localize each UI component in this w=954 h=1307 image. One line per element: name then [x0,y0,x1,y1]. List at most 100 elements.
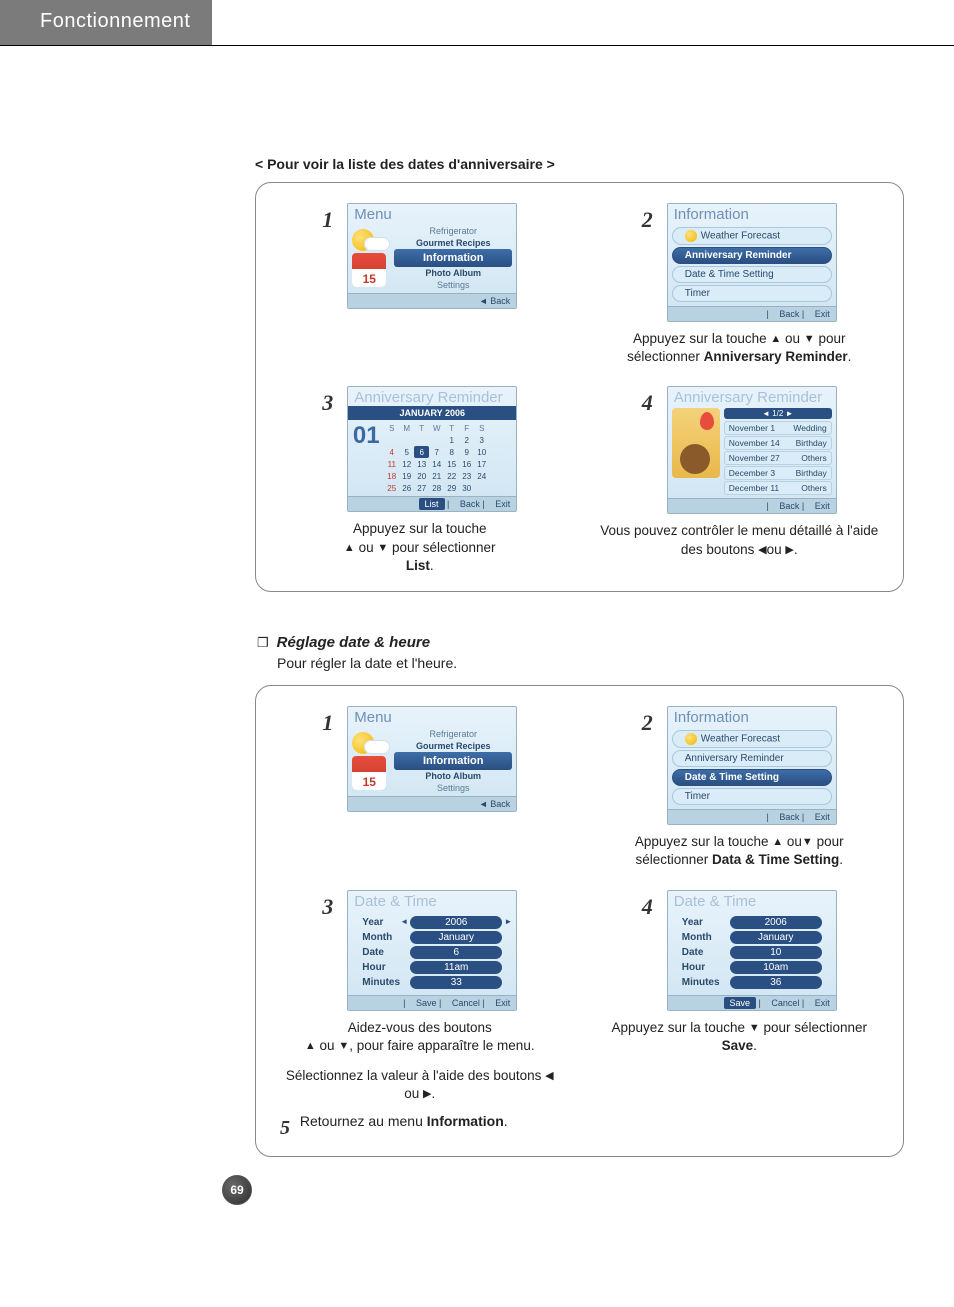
header-bar: Fonctionnement [0,0,954,46]
screen-menu: Menu 15 Refrigerator Gourmet Recipes Inf… [347,706,517,812]
calendar-grid: SMTWTFS 123 45678910 11121314151617 1819… [384,422,489,494]
down-triangle-icon: ▼ [802,835,813,850]
menu-item: Refrigerator [394,225,512,237]
up-triangle-icon: ▲ [770,332,781,347]
screen-title: Date & Time [668,891,836,910]
dt-row: Year2006 [682,916,822,929]
step-number: 1 [322,207,333,233]
list-item-selected: Anniversary Reminder [672,247,832,264]
dt-row: Date6 [362,946,502,959]
menu-item: Photo Album [394,267,512,279]
page-number-badge: 69 [222,1175,252,1205]
screen-information: Information Weather Forecast Anniversary… [667,203,837,322]
up-triangle-icon: ▲ [305,1039,316,1054]
anniversary-illustration [672,408,720,478]
dt-row: MonthJanuary [362,931,502,944]
step-number: 2 [642,207,653,233]
screen-date-time: Date & Time Year2006 MonthJanuary Date6 … [347,890,517,1011]
menu-item: Settings [394,782,512,794]
list-row: November 1Wedding [724,421,832,435]
up-triangle-icon: ▲ [344,541,355,556]
list-item: Weather Forecast [672,730,832,748]
step-4b: 4 Date & Time Year2006 MonthJanuary Date… [600,890,880,1104]
list-item: Timer [672,788,832,805]
cloud-icon [364,740,390,754]
screen-footer: Save | Cancel | Exit [668,995,836,1010]
screen-date-time: Date & Time Year2006 MonthJanuary Date10… [667,890,837,1011]
menu-item: Refrigerator [394,728,512,740]
step-caption: Appuyez sur la touche ▲ ou ▼ pour sélect… [600,330,880,366]
menu-item: Settings [394,279,512,291]
step-caption: Appuyez sur la touche ▲ ou ▼ pour sélect… [280,520,560,575]
list-item-selected: Date & Time Setting [672,769,832,786]
cloud-icon [364,237,390,251]
page-content: < Pour voir la liste des dates d'anniver… [0,46,954,1223]
screen-title: Menu [348,204,516,223]
step-number: 3 [322,894,333,920]
screen-title: Information [668,707,836,726]
screen-footer: | Back | Exit [668,809,836,824]
calendar-icon: 15 [352,253,386,287]
calendar-bignum: 01 [352,422,380,494]
screen-information: Information Weather Forecast Anniversary… [667,706,837,825]
screen-title: Anniversary Reminder [348,387,516,406]
step-2: 2 Information Weather Forecast Anniversa… [600,203,880,366]
step-number: 1 [322,710,333,736]
section2-lead: Pour régler la date et l'heure. [277,655,904,671]
step-number: 2 [642,710,653,736]
screen-footer: List | Back | Exit [348,496,516,511]
dt-row: Hour10am [682,961,822,974]
section1-heading: < Pour voir la liste des dates d'anniver… [255,156,904,172]
list-item: Anniversary Reminder [672,750,832,767]
dt-row: Date10 [682,946,822,959]
menu-item-selected: Information [394,249,512,267]
bullet-icon: ❐ [257,635,269,651]
pager: ◄ 1/2 ► [724,408,832,419]
step-caption: Aidez-vous des boutons ▲ ou ▼, pour fair… [280,1019,560,1055]
screen-footer: | Back | Exit [668,306,836,321]
screen-footer: | Back | Exit [668,498,836,513]
screen-anniversary-list: Anniversary Reminder ◄ 1/2 ► November 1W… [667,386,837,514]
list-row: November 27Others [724,451,832,465]
section1-box: 1 Menu 15 Refrigerator Gourmet Recipes [255,182,904,592]
menu-item: Gourmet Recipes [394,740,512,752]
screen-calendar: Anniversary Reminder JANUARY 2006 01 SMT… [347,386,517,512]
dt-row: MonthJanuary [682,931,822,944]
left-triangle-icon: ◀ [758,543,766,558]
step-caption: Appuyez sur la touche ▼ pour sélectionne… [600,1019,880,1055]
menu-item: Photo Album [394,770,512,782]
step-caption: Vous pouvez contrôler le menu détaillé à… [600,522,880,558]
dt-row: Minutes33 [362,976,502,989]
step-caption: Appuyez sur la touche ▲ ou▼ pour sélecti… [600,833,880,869]
down-triangle-icon: ▼ [804,332,815,347]
step-4: 4 Anniversary Reminder ◄ 1/2 ► November … [600,386,880,575]
step-number: 4 [642,894,653,920]
menu-item: Gourmet Recipes [394,237,512,249]
step-5: 5 Retournez au menu Information. [280,1113,879,1140]
down-triangle-icon: ▼ [338,1039,349,1054]
list-item: Date & Time Setting [672,266,832,283]
list-row: November 14Birthday [724,436,832,450]
dt-row: Minutes36 [682,976,822,989]
step-number: 3 [322,390,333,416]
dt-row: Hour11am [362,961,502,974]
list-item: Weather Forecast [672,227,832,245]
screen-title: Menu [348,707,516,726]
step-number: 5 [280,1117,290,1140]
dt-row: Year2006 [362,916,502,929]
screen-title: Date & Time [348,891,516,910]
screen-footer: ◄ Back [348,293,516,308]
screen-footer: | Save | Cancel | Exit [348,995,516,1010]
screen-menu: Menu 15 Refrigerator Gourmet Recipes Inf… [347,203,517,309]
section2-box: 1 Menu 15 Refrigerator Gourmet Recipes [255,685,904,1157]
step-1b: 1 Menu 15 Refrigerator Gourmet Recipes [280,706,560,869]
screen-title: Anniversary Reminder [668,387,836,406]
step-3: 3 Anniversary Reminder JANUARY 2006 01 S… [280,386,560,575]
step-number: 4 [642,390,653,416]
section2-head: ❐ Réglage date & heure [257,628,904,655]
screen-footer: ◄ Back [348,796,516,811]
section2-title: Réglage date & heure [277,634,430,651]
step-1: 1 Menu 15 Refrigerator Gourmet Recipes [280,203,560,366]
down-triangle-icon: ▼ [377,541,388,556]
page-tab: Fonctionnement [0,0,212,45]
